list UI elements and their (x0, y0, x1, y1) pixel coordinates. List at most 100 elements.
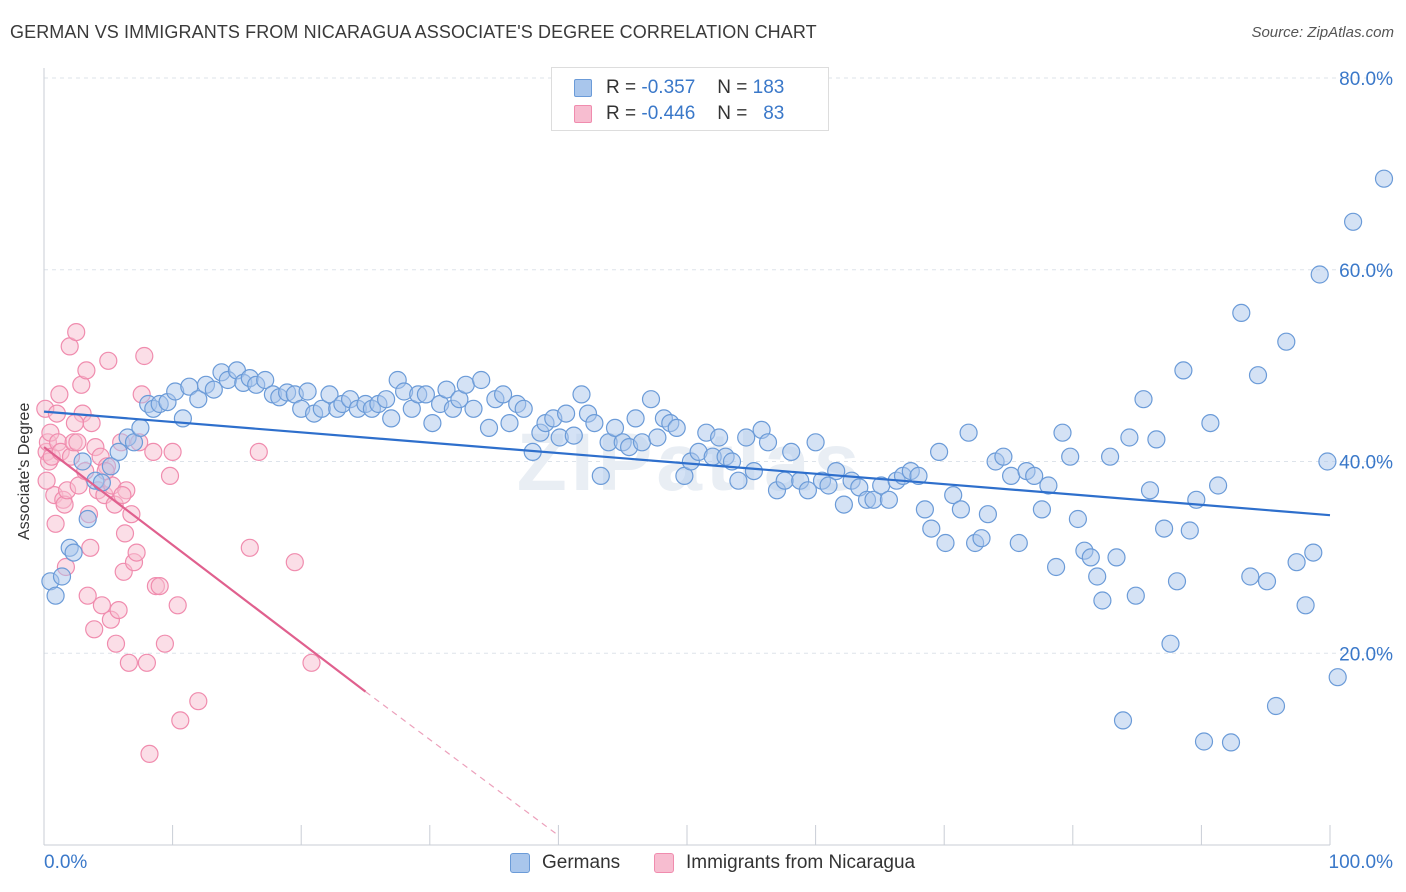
nicaragua-point (302, 653, 321, 672)
nicaragua-point (285, 553, 304, 572)
germans-point (204, 380, 223, 399)
germans-point (456, 375, 475, 394)
germans-point (1001, 466, 1021, 485)
germans-point (1257, 572, 1277, 591)
nicaragua-point (127, 543, 146, 562)
germans-point (377, 390, 396, 409)
germans-point (101, 457, 121, 476)
germans-point (806, 433, 825, 452)
germans-point (1201, 414, 1220, 433)
nicaragua-point (67, 323, 86, 342)
germans-point (605, 418, 625, 437)
germans-point (972, 529, 991, 548)
legend-item-nicaragua[interactable]: Immigrants from Nicaragua (654, 852, 915, 874)
germans-point (951, 500, 971, 519)
germans-point (1068, 509, 1088, 529)
germans-point (1088, 567, 1107, 586)
nicaragua-point (115, 524, 135, 543)
germans-point (382, 409, 401, 428)
germans-point (1194, 732, 1214, 751)
germans-point (798, 481, 818, 500)
chart-title: GERMAN VS IMMIGRANTS FROM NICARAGUA ASSO… (10, 22, 817, 42)
legend-swatch-nicaragua (574, 105, 592, 123)
grid-lines (44, 77, 1392, 654)
germans-point (494, 385, 513, 404)
germans-point (437, 380, 456, 399)
correlation-legend: R = -0.357 N = 183 R = -0.446 N = 83 (551, 67, 829, 131)
y-tick-label: 60.0% (1339, 261, 1393, 282)
nicaragua-point (155, 634, 174, 653)
germans-point (1248, 366, 1268, 385)
trend-lines (43, 410, 1331, 836)
germans-point (1154, 519, 1174, 538)
germans-point (744, 462, 764, 481)
germans-point (189, 390, 208, 409)
germans-point (1039, 476, 1058, 495)
nicaragua-point (99, 351, 118, 370)
legend-item-germans[interactable]: Germans (510, 852, 620, 874)
legend-label-germans: Germans (542, 852, 621, 873)
germans-point (915, 500, 935, 519)
nicaragua-point (171, 711, 190, 730)
germans-point (556, 404, 576, 423)
germans-point (320, 385, 339, 404)
germans-point (585, 414, 604, 433)
nicaragua-point (168, 596, 187, 615)
germans-point (591, 466, 610, 485)
nicaragua-point (137, 653, 156, 672)
germans-point (1120, 428, 1139, 447)
y-axis-label: Associate's Degree (16, 402, 33, 540)
legend-swatch-germans (510, 853, 530, 873)
germans-point (819, 476, 838, 495)
germans-point (782, 442, 801, 461)
legend-row-germans: R = -0.357 N = 183 (574, 76, 784, 100)
germans-point (1180, 521, 1199, 540)
germans-point (1277, 332, 1296, 351)
germans-point (626, 409, 645, 428)
germans-point (1009, 533, 1028, 553)
germans-point (648, 428, 667, 447)
y-tick-label: 80.0% (1339, 69, 1393, 90)
nicaragua-point (144, 442, 163, 461)
y-tick-label: 20.0% (1339, 644, 1393, 665)
nicaragua-point (46, 514, 65, 533)
nicaragua-point (240, 538, 259, 557)
nicaragua-point (109, 600, 128, 620)
germans-point (758, 433, 778, 452)
germans-point (1134, 390, 1153, 409)
germans-point (936, 533, 955, 553)
germans-point (1304, 543, 1323, 562)
germans-point (909, 466, 928, 485)
germans-point (1100, 447, 1120, 466)
nicaragua-point (113, 486, 132, 505)
germans-point (92, 473, 112, 492)
nicaragua-point (77, 361, 96, 380)
nicaragua-point (106, 634, 126, 653)
germans-point (500, 414, 519, 433)
germans-point (1081, 548, 1100, 567)
germans-point (1318, 452, 1337, 471)
nicaragua-point (119, 653, 138, 672)
germans-point (1221, 733, 1241, 752)
germans-point (1328, 668, 1347, 687)
legend-label-nicaragua: Immigrants from Nicaragua (686, 852, 916, 873)
legend-swatch-nicaragua (654, 853, 674, 873)
germans-point (298, 382, 317, 401)
nicaragua-point (82, 414, 101, 433)
germans-point (472, 370, 491, 390)
germans-point (572, 385, 591, 404)
germans-point (1167, 572, 1187, 591)
germans-point (514, 399, 533, 418)
germans-point (667, 418, 686, 437)
germans-point (109, 442, 128, 461)
nicaragua-point (37, 471, 56, 490)
germans-point (709, 428, 729, 447)
nicaragua-point (68, 433, 87, 452)
nicaragua-point (65, 414, 85, 433)
germans-point (1053, 423, 1072, 442)
germans-point (1093, 591, 1112, 610)
germans-point (1374, 169, 1394, 188)
germans-point (632, 433, 652, 452)
germans-point (729, 471, 748, 490)
germans-point (423, 414, 442, 433)
